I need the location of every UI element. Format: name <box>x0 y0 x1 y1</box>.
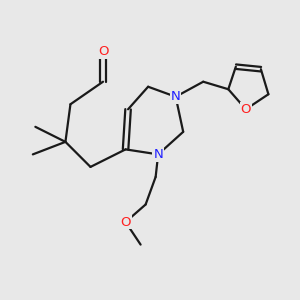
Text: N: N <box>153 148 163 161</box>
Text: N: N <box>171 90 181 103</box>
Text: O: O <box>120 215 131 229</box>
Text: O: O <box>98 45 108 58</box>
Text: O: O <box>241 103 251 116</box>
